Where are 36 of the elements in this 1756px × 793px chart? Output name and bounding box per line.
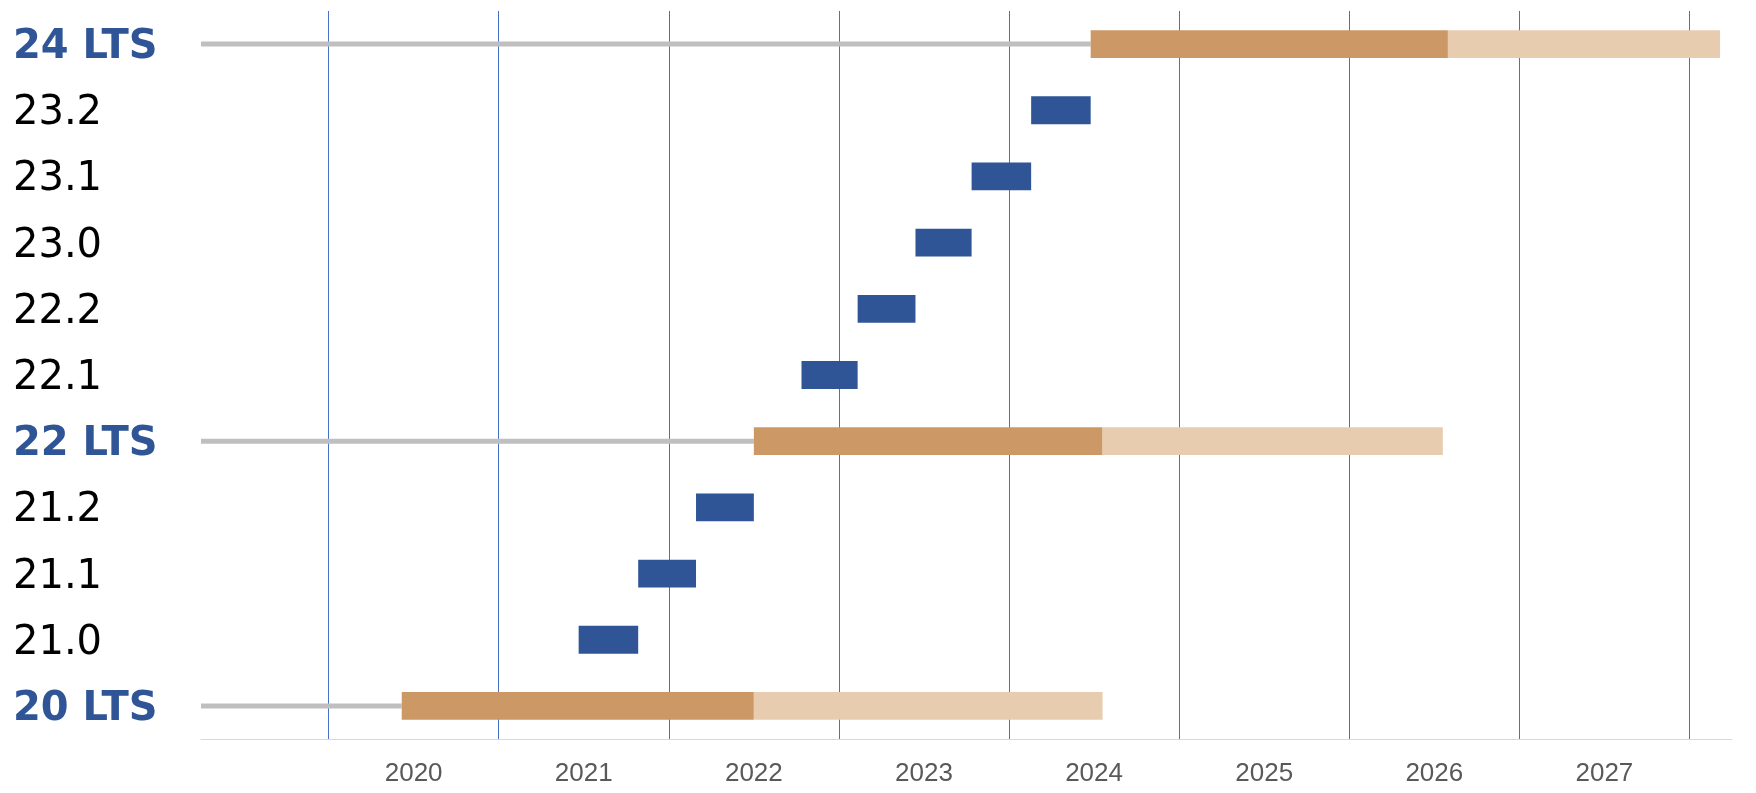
x-tick-label: 2026 xyxy=(1405,757,1464,787)
bar xyxy=(201,438,754,444)
bar xyxy=(638,559,697,588)
y-tick-label: 22 LTS xyxy=(13,418,158,465)
x-tick-label: 2021 xyxy=(554,757,613,787)
bar xyxy=(696,493,754,522)
y-tick-label: 24 LTS xyxy=(13,21,158,68)
y-tick-label: 23.0 xyxy=(13,219,103,266)
bar xyxy=(1090,30,1448,58)
bar xyxy=(1447,30,1721,58)
y-tick-label: 22.2 xyxy=(13,285,103,332)
bar xyxy=(201,703,402,709)
bar xyxy=(578,625,639,654)
y-tick-label: 23.2 xyxy=(13,87,103,134)
x-tick-label: 2027 xyxy=(1575,757,1634,787)
x-tick-label: 2020 xyxy=(384,757,443,787)
x-tick-label: 2022 xyxy=(724,757,783,787)
bar xyxy=(1102,427,1443,456)
bar xyxy=(801,361,858,389)
y-tick-label: 23.1 xyxy=(13,153,103,200)
bar xyxy=(1031,96,1091,125)
x-tick-label: 2024 xyxy=(1065,757,1124,787)
bar xyxy=(753,427,1103,456)
bar xyxy=(971,162,1032,191)
bar xyxy=(201,41,1091,47)
bar xyxy=(401,692,754,720)
y-tick-label: 21.2 xyxy=(13,484,103,531)
y-tick-label: 21.1 xyxy=(13,550,103,597)
bar xyxy=(753,692,1103,720)
bar xyxy=(857,294,916,323)
y-tick-label: 21.0 xyxy=(13,616,103,663)
bar xyxy=(915,228,972,257)
y-tick-label: 22.1 xyxy=(13,352,103,398)
x-tick-label: 2025 xyxy=(1235,757,1294,787)
x-tick-label: 2023 xyxy=(895,757,953,787)
y-tick-label: 20 LTS xyxy=(13,682,158,729)
